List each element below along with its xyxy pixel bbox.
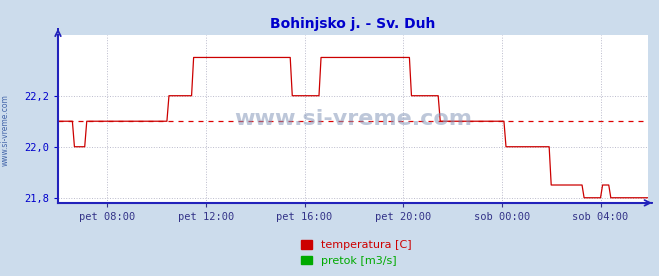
Legend: temperatura [C], pretok [m3/s]: temperatura [C], pretok [m3/s] [296, 236, 416, 270]
Text: www.si-vreme.com: www.si-vreme.com [234, 109, 472, 129]
Text: www.si-vreme.com: www.si-vreme.com [1, 94, 10, 166]
Title: Bohinjsko j. - Sv. Duh: Bohinjsko j. - Sv. Duh [270, 17, 436, 31]
